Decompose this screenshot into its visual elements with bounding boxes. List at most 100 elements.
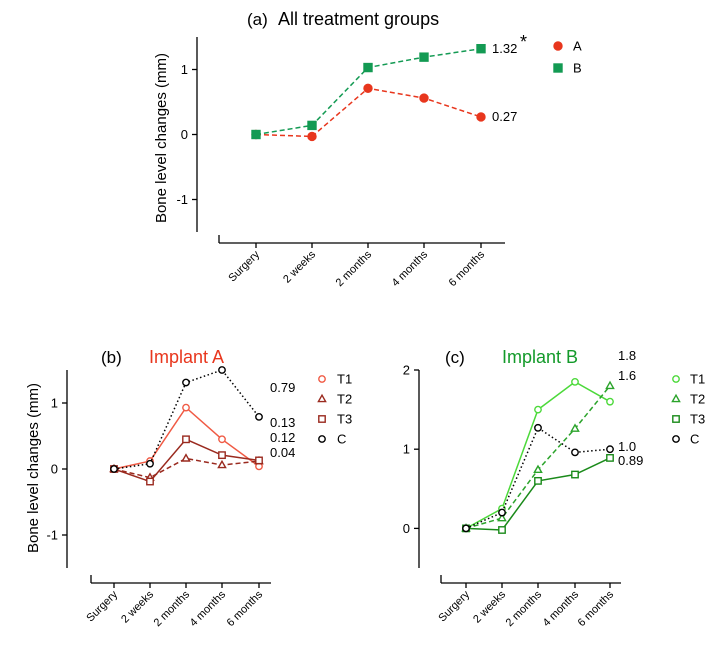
panel-label: (c) bbox=[445, 348, 465, 367]
data-point-C bbox=[255, 412, 263, 421]
y-tick-label: 0 bbox=[181, 127, 188, 142]
legend-label: T3 bbox=[690, 412, 705, 427]
legend-marker-T1 bbox=[318, 375, 326, 383]
data-point-B bbox=[476, 44, 486, 54]
legend-label: T2 bbox=[690, 392, 705, 407]
data-annotation: 0.12 bbox=[270, 430, 295, 445]
data-point-A bbox=[307, 131, 317, 142]
data-point-T3 bbox=[146, 477, 154, 486]
x-tick-label: 2 weeks bbox=[281, 248, 318, 285]
legend-marker-B bbox=[553, 63, 563, 73]
x-tick-label: 2 months bbox=[334, 248, 375, 289]
legend-label: T2 bbox=[337, 392, 352, 407]
data-point-C bbox=[571, 448, 579, 457]
legend-marker-C bbox=[672, 435, 680, 443]
series-line-T1 bbox=[465, 380, 611, 530]
panel-label: (a) bbox=[247, 10, 268, 29]
data-point-T1 bbox=[606, 397, 614, 406]
legend-label: C bbox=[337, 432, 346, 447]
data-point-B bbox=[419, 52, 429, 62]
chart-title: Implant B bbox=[502, 347, 578, 367]
legend-marker-T1 bbox=[672, 375, 680, 383]
legend-marker-T2 bbox=[317, 393, 327, 403]
y-tick-label: 0 bbox=[403, 521, 410, 536]
data-point-B bbox=[363, 62, 373, 73]
legend-marker-T3 bbox=[318, 415, 326, 423]
y-axis-label: Bone level changes (mm) bbox=[153, 53, 170, 223]
legend-label: T3 bbox=[337, 412, 352, 427]
chart-panel-0: -1 0 1 Surgery 2 weeks 2 months 4 months 6 mont… bbox=[153, 9, 582, 289]
data-point-A bbox=[476, 112, 486, 122]
data-annotation: 0.89 bbox=[618, 453, 643, 468]
data-point-C bbox=[534, 423, 542, 432]
chart-title: All treatment groups bbox=[278, 9, 439, 29]
legend-marker-T2 bbox=[671, 393, 681, 403]
x-tick-label: Surgery bbox=[436, 588, 472, 624]
x-tick-label: 4 months bbox=[390, 248, 431, 289]
data-point-C bbox=[110, 465, 118, 473]
y-tick-label: 1 bbox=[51, 396, 58, 411]
data-point-B bbox=[251, 129, 261, 140]
data-point-C bbox=[218, 366, 226, 374]
y-tick-label: -1 bbox=[46, 528, 58, 543]
data-annotation: 1.32 bbox=[492, 41, 517, 56]
y-tick-label: 1 bbox=[181, 62, 188, 77]
legend-label: A bbox=[573, 39, 582, 54]
data-point-C bbox=[146, 459, 154, 468]
x-tick-label: 6 months bbox=[225, 588, 266, 629]
data-annotation: 0.27 bbox=[492, 109, 517, 124]
legend-label: B bbox=[573, 61, 582, 76]
data-point-C bbox=[462, 524, 470, 533]
chart-title: Implant A bbox=[149, 347, 224, 367]
x-tick-label: 4 months bbox=[541, 588, 582, 629]
data-point-C bbox=[606, 445, 614, 454]
data-point-T3 bbox=[606, 454, 614, 462]
data-point-T3 bbox=[498, 526, 506, 534]
y-tick-label: 0 bbox=[51, 462, 58, 477]
data-point-T3 bbox=[182, 435, 190, 444]
data-point-C bbox=[498, 508, 506, 517]
data-point-A bbox=[419, 93, 429, 103]
data-annotation: 0.04 bbox=[270, 445, 295, 460]
x-tick-label: 6 months bbox=[576, 588, 617, 629]
y-axis-label: Bone level changes (mm) bbox=[25, 383, 42, 553]
data-point-T3 bbox=[534, 476, 542, 485]
x-tick-label: Surgery bbox=[226, 248, 262, 284]
x-tick-label: Surgery bbox=[84, 588, 120, 624]
data-point-T2 bbox=[605, 380, 615, 390]
data-point-C bbox=[182, 378, 190, 387]
data-point-T2 bbox=[217, 459, 227, 469]
data-point-T1 bbox=[534, 405, 542, 414]
data-point-T3 bbox=[571, 470, 579, 479]
data-annotation: * bbox=[520, 32, 527, 52]
data-point-B bbox=[307, 120, 317, 131]
data-point-T3 bbox=[218, 451, 226, 460]
legend-marker-C bbox=[318, 435, 326, 443]
data-annotation: 1.0 bbox=[618, 439, 636, 454]
data-annotation: 0.13 bbox=[270, 415, 295, 430]
y-tick-label: 1 bbox=[403, 442, 410, 457]
data-point-T2 bbox=[533, 464, 543, 474]
data-annotation: 1.8 bbox=[618, 348, 636, 363]
data-annotation: 1.6 bbox=[618, 368, 636, 383]
legend-label: T1 bbox=[690, 372, 705, 387]
legend-label: C bbox=[690, 432, 699, 447]
data-point-T1 bbox=[218, 435, 226, 444]
data-point-T2 bbox=[570, 423, 580, 432]
x-tick-label: 2 months bbox=[152, 588, 193, 629]
data-point-T3 bbox=[255, 456, 263, 465]
x-tick-label: 6 months bbox=[447, 248, 488, 289]
legend-marker-A bbox=[553, 41, 563, 51]
data-point-T1 bbox=[571, 377, 579, 386]
legend-label: T1 bbox=[337, 372, 352, 387]
panel-label: (b) bbox=[101, 348, 122, 367]
legend-marker-T3 bbox=[672, 415, 680, 423]
x-tick-label: 4 months bbox=[188, 588, 229, 629]
data-point-T1 bbox=[182, 403, 190, 412]
y-tick-label: -1 bbox=[176, 192, 188, 207]
data-annotation: 0.79 bbox=[270, 380, 295, 395]
data-point-T2 bbox=[181, 453, 191, 462]
